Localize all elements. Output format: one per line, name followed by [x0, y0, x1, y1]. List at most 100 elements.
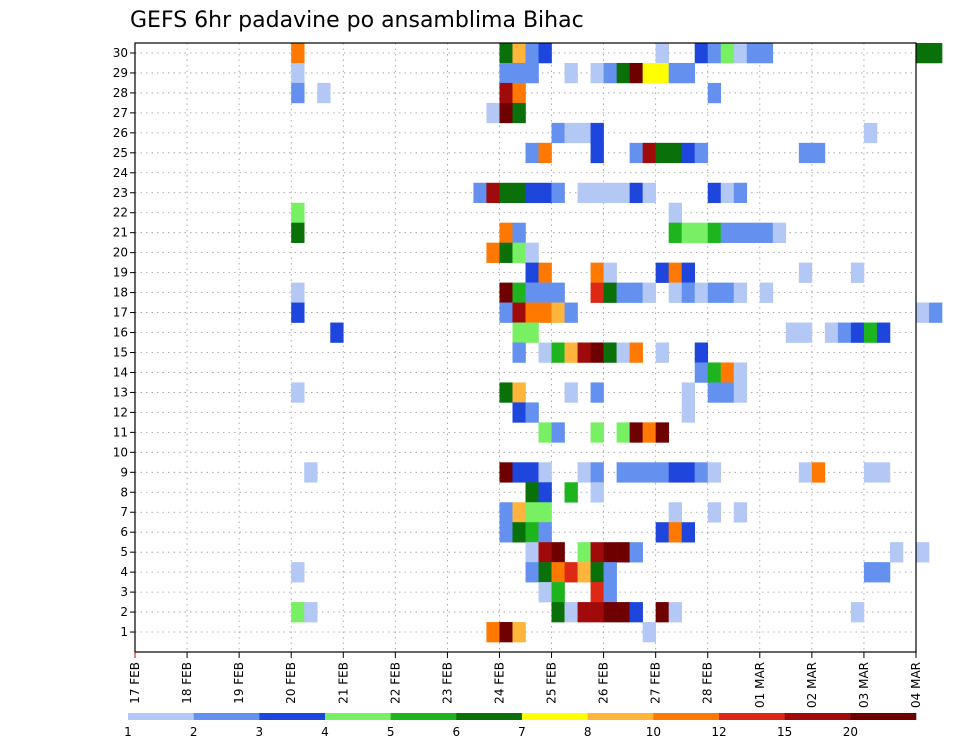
heatmap-cell [525, 482, 539, 503]
heatmap-cell [525, 542, 539, 563]
heatmap-cell [863, 462, 878, 483]
heatmap-cell [694, 142, 709, 164]
y-tick-label: 11 [113, 425, 128, 439]
heatmap-cell [707, 502, 722, 523]
heatmap-cell [577, 342, 591, 363]
heatmap-cell [486, 182, 500, 204]
heatmap-cell [837, 322, 852, 343]
chart-title: GEFS 6hr padavine po ansamblima Bihac [130, 8, 584, 33]
heatmap-cell [512, 222, 526, 243]
heatmap-cell [720, 282, 735, 303]
heatmap-cell [616, 342, 630, 363]
heatmap-cell [538, 43, 552, 64]
heatmap-cell [291, 62, 305, 84]
heatmap-cell [538, 462, 552, 483]
y-tick-label: 12 [113, 405, 128, 419]
heatmap-cell [291, 602, 305, 623]
heatmap-cell [291, 302, 305, 323]
x-tick-label: 20 FEB [284, 662, 298, 704]
heatmap-cell [720, 182, 735, 204]
heatmap-cell [668, 462, 682, 483]
x-tick-label: 04 MAR [909, 662, 923, 708]
heatmap-cells [291, 43, 943, 643]
y-tick-label: 14 [113, 365, 128, 379]
y-tick-label: 30 [113, 46, 128, 60]
y-tick-label: 29 [113, 66, 128, 80]
heatmap-cell [694, 43, 709, 64]
heatmap-cell [512, 82, 526, 104]
heatmap-cell [499, 302, 513, 323]
heatmap-cell [499, 222, 513, 243]
x-tick-label: 18 FEB [180, 662, 194, 704]
heatmap-cell [512, 302, 526, 323]
heatmap-cell [538, 262, 552, 283]
heatmap-cell [759, 282, 774, 303]
heatmap-cell [473, 182, 487, 204]
heatmap-cell [512, 522, 526, 543]
heatmap-cell [538, 302, 552, 323]
heatmap-cell [538, 282, 552, 303]
legend-label: 3 [256, 725, 264, 739]
heatmap-cell [291, 222, 305, 243]
heatmap-cell [525, 282, 539, 303]
heatmap-cell [551, 342, 565, 363]
heatmap-cell [655, 522, 669, 543]
heatmap-cell [616, 462, 630, 483]
legend-swatch [128, 713, 194, 720]
heatmap-cell [850, 602, 865, 623]
heatmap-cell [512, 462, 526, 483]
heatmap-cell [603, 342, 617, 363]
heatmap-cell [564, 342, 578, 363]
heatmap-cell [916, 542, 930, 563]
y-tick-label: 19 [113, 266, 128, 280]
heatmap-cell [590, 382, 604, 403]
heatmap-cell [746, 43, 761, 64]
legend-swatch [390, 713, 457, 720]
heatmap-cell [499, 242, 513, 263]
heatmap-cell [551, 602, 565, 623]
heatmap-cell [538, 522, 552, 543]
heatmap-cell [629, 62, 643, 84]
heatmap-cell [616, 282, 630, 303]
y-tick-label: 16 [113, 326, 128, 340]
legend-label: 12 [711, 725, 726, 739]
heatmap-cell [720, 222, 735, 243]
y-tick-label: 21 [113, 226, 128, 240]
heatmap-cell [512, 342, 526, 363]
heatmap-cell [616, 182, 630, 204]
heatmap-cell [291, 82, 305, 104]
y-tick-label: 17 [113, 306, 128, 320]
heatmap-cell [512, 182, 526, 204]
heatmap-cell [772, 222, 787, 243]
heatmap-cell [525, 62, 539, 84]
heatmap-cell [499, 43, 513, 64]
heatmap-cell [876, 462, 891, 483]
heatmap-cell [525, 142, 539, 164]
heatmap-cell [499, 502, 513, 523]
heatmap-cell [525, 242, 539, 263]
heatmap-cell [499, 102, 513, 124]
heatmap-cell [929, 43, 943, 64]
legend-label: 6 [453, 725, 461, 739]
x-tick-label: 21 FEB [336, 662, 350, 704]
heatmap-cell [707, 462, 722, 483]
legend-label: 10 [646, 725, 661, 739]
heatmap-cell [525, 502, 539, 523]
heatmap-cell [629, 542, 643, 563]
heatmap-cell [538, 482, 552, 503]
legend-label: 4 [321, 725, 329, 739]
heatmap-cell [668, 202, 682, 224]
plot-frame [134, 42, 917, 653]
heatmap-cell [785, 322, 800, 343]
heatmap-cell [811, 462, 826, 483]
heatmap-cell [291, 382, 305, 403]
heatmap-cell [603, 562, 617, 583]
heatmap-cell [798, 142, 813, 164]
heatmap-cell [486, 242, 500, 263]
y-tick-label: 2 [120, 605, 128, 619]
heatmap-cell [642, 282, 656, 303]
heatmap-cell [876, 562, 891, 583]
heatmap-cell [603, 282, 617, 303]
heatmap-cell [590, 582, 604, 603]
heatmap-cell [616, 62, 630, 84]
